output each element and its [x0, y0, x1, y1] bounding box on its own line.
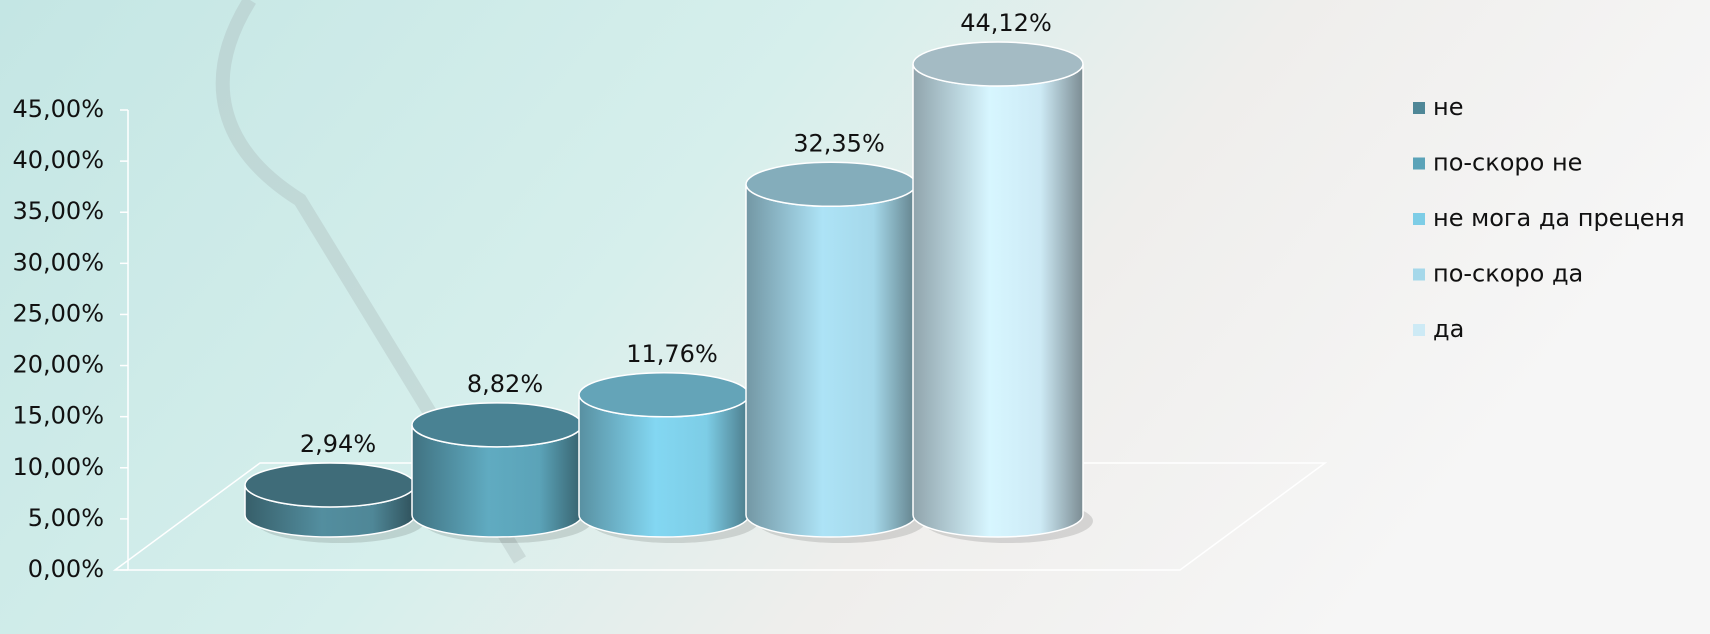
cylinder-top	[244, 462, 416, 508]
floor	[112, 462, 1328, 571]
y-tick-label: 30,00%	[12, 248, 104, 276]
cylinder	[912, 63, 1084, 538]
y-tick-label: 25,00%	[12, 299, 104, 327]
background-decoration	[215, 0, 526, 564]
y-tick-label: 40,00%	[12, 146, 104, 174]
value-label: 2,94%	[300, 430, 376, 458]
value-label: 32,35%	[793, 129, 885, 157]
y-tick-label: 10,00%	[12, 453, 104, 481]
legend-label: не	[1433, 93, 1463, 121]
cylinder-top	[745, 161, 917, 208]
y-tick-label: 35,00%	[12, 197, 104, 225]
y-tick-label: 20,00%	[12, 351, 104, 379]
y-tick-label: 0,00%	[28, 555, 104, 583]
legend-label: не мога да преценя	[1433, 204, 1685, 232]
cylinder	[745, 184, 917, 538]
value-label: 44,12%	[960, 9, 1052, 37]
legend-swatch	[1413, 213, 1425, 225]
legend-label: да	[1433, 315, 1464, 343]
legend-swatch	[1413, 102, 1425, 114]
cylinder-top	[912, 41, 1084, 87]
y-tick-label: 5,00%	[28, 504, 104, 532]
y-tick-label: 45,00%	[12, 95, 104, 123]
y-tick-label: 15,00%	[12, 402, 104, 430]
value-label: 8,82%	[467, 370, 543, 398]
legend-label: по-скоро да	[1433, 260, 1583, 288]
value-label: 11,76%	[626, 340, 718, 368]
legend-swatch	[1413, 268, 1425, 281]
legend-swatch	[1413, 157, 1425, 170]
cylinder-top	[411, 402, 583, 448]
legend-label: по-скоро не	[1433, 149, 1582, 177]
cylinder-top	[578, 372, 750, 418]
legend-swatch	[1413, 324, 1425, 336]
